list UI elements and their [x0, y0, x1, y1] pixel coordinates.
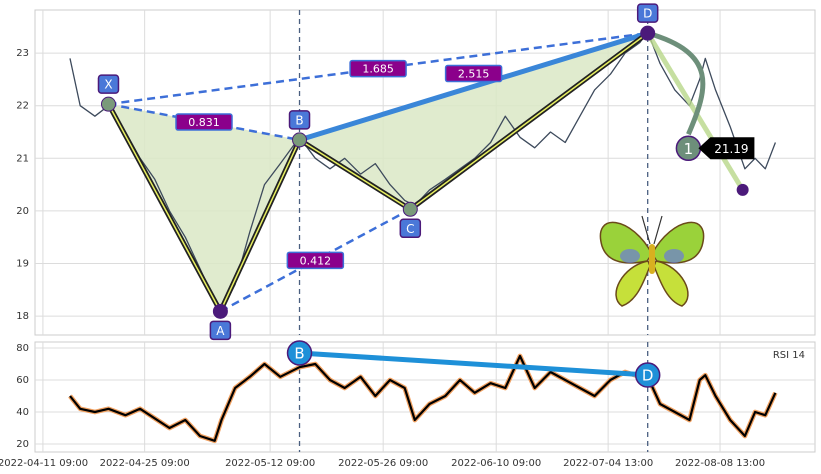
- projection-arrow: [647, 30, 706, 136]
- rsi-title: RSI 14: [773, 350, 805, 361]
- point-label-box: [636, 3, 659, 23]
- pattern-leg: [409, 32, 649, 210]
- point-label: B: [295, 113, 303, 127]
- point-label: X: [104, 78, 112, 92]
- x-tick-label: 2022-05-12 09:00: [225, 458, 315, 469]
- point-label-box: [97, 74, 120, 94]
- y-tick-label: 18: [16, 311, 29, 322]
- butterfly-icon: [599, 215, 705, 307]
- divergence-label: B: [294, 344, 304, 362]
- y-tick-label: 19: [16, 258, 29, 269]
- pattern-point: [292, 132, 308, 148]
- pattern-point: [100, 96, 116, 112]
- point-label-box: [288, 110, 311, 130]
- end-point: [736, 183, 749, 196]
- pattern-point: [402, 201, 418, 217]
- ratio-box: [175, 113, 233, 131]
- ratio-box: [286, 251, 345, 270]
- price-line: [69, 31, 777, 312]
- y-tick-label: 40: [16, 407, 29, 418]
- point-label: C: [406, 222, 414, 236]
- point-label: D: [643, 7, 652, 21]
- divergence-label: D: [642, 367, 654, 385]
- ratio-box: [444, 64, 503, 83]
- pattern-leg: [219, 139, 301, 312]
- x-tick-label: 2022-04-11 09:00: [0, 458, 88, 469]
- y-tick-label: 23: [16, 48, 29, 59]
- projection-name: 1: [684, 140, 694, 158]
- divergence-line: [299, 350, 648, 378]
- divergence-point: [634, 362, 661, 388]
- y-tick-label: 60: [16, 375, 29, 386]
- x-tick-label: 2022-06-10 09:00: [451, 458, 541, 469]
- x-tick-label: 2022-05-26 09:00: [338, 458, 428, 469]
- x-tick-label: 2022-04-25 09:00: [100, 458, 190, 469]
- point-label: A: [216, 324, 225, 338]
- y-tick-label: 21: [16, 153, 29, 164]
- projection-price: 21.19: [714, 142, 748, 156]
- pattern-leg: [107, 103, 222, 312]
- y-tick-label: 22: [16, 101, 29, 112]
- x-tick-label: 2022-08-08 13:00: [675, 458, 765, 469]
- ratio-line: [298, 30, 649, 143]
- divergence-point: [286, 340, 313, 366]
- ratio-label: 2.515: [458, 68, 490, 81]
- pattern-area: [108, 104, 300, 312]
- layers: 18 19 20 21 22 23 20 40 60 80 2022-04-11 09:00 2022…: [0, 3, 815, 469]
- ratio-label: 0.831: [188, 116, 220, 129]
- ratio-label: 1.685: [362, 63, 394, 76]
- point-label-box: [399, 218, 422, 239]
- point-label-box: [209, 320, 232, 341]
- ratio-label: 0.412: [300, 254, 332, 267]
- pattern-point: [212, 303, 228, 319]
- pattern-area: [299, 33, 648, 210]
- pattern-leg: [299, 139, 411, 210]
- y-tick-label: 80: [16, 343, 29, 354]
- y-tick-label: 20: [16, 206, 29, 217]
- rsi-line: [69, 354, 777, 442]
- price-flag: [698, 137, 755, 160]
- x-tick-label: 2022-07-04 13:00: [563, 458, 653, 469]
- pattern-point: [640, 25, 656, 41]
- ratio-box: [349, 59, 407, 78]
- y-tick-label: 20: [16, 439, 29, 450]
